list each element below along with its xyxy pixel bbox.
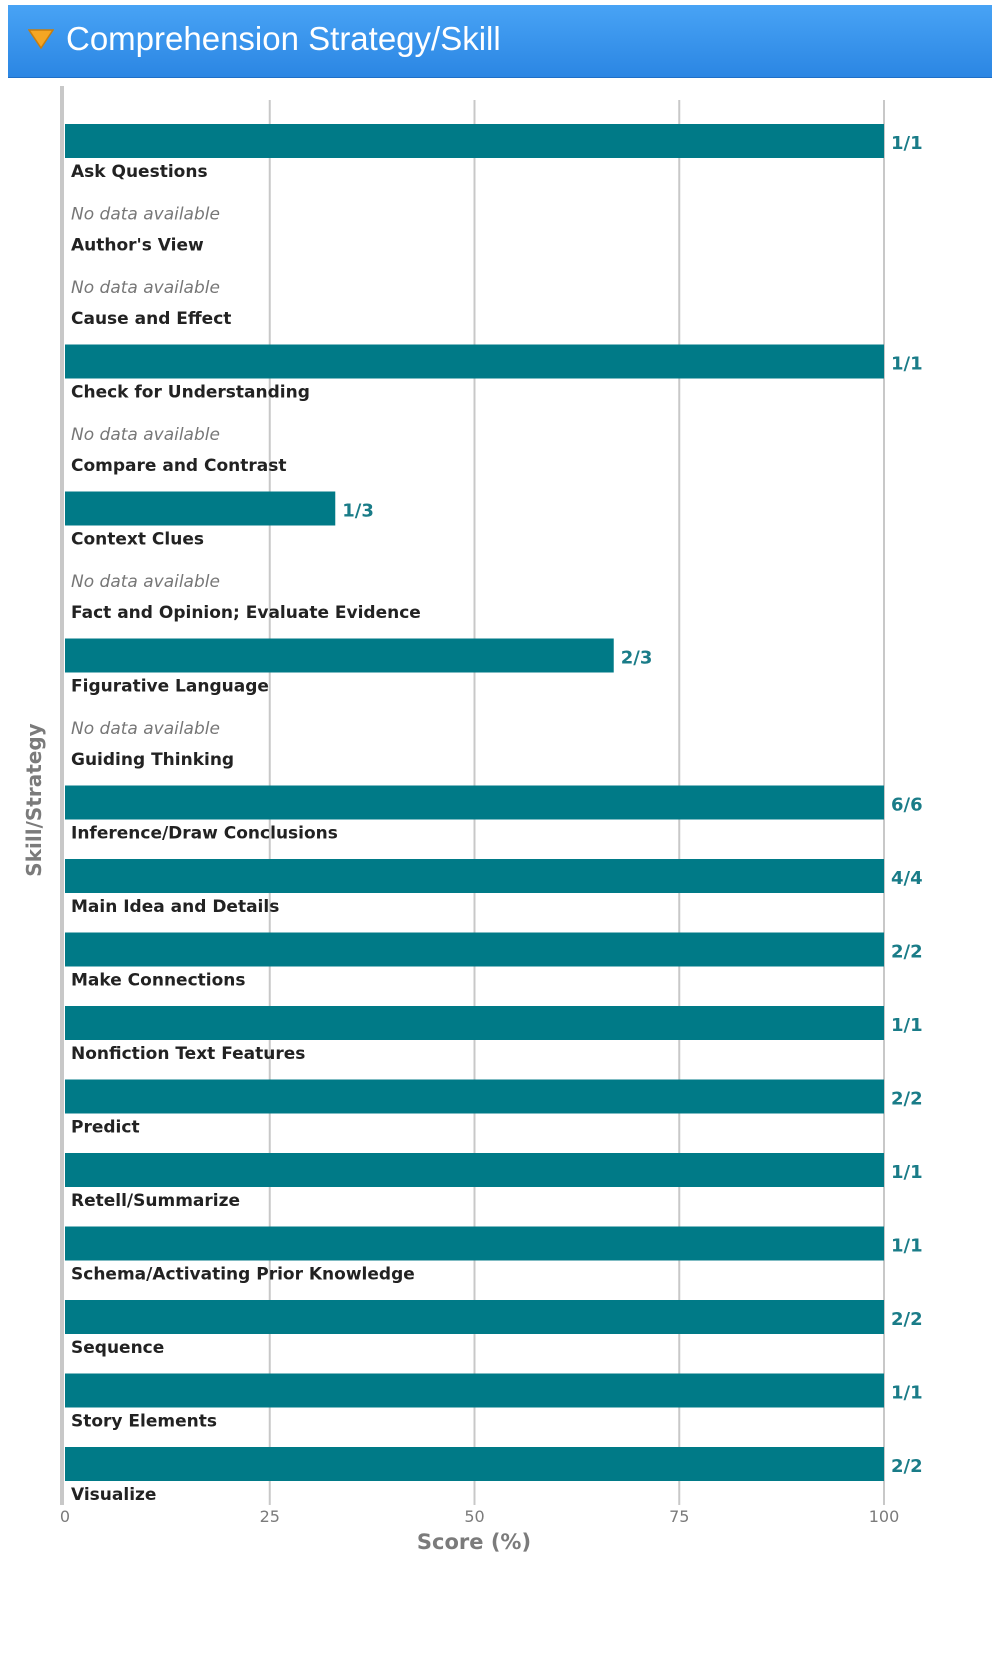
category-label: Predict — [71, 1118, 140, 1138]
data-label: 6/6 — [891, 795, 923, 816]
bar — [65, 124, 884, 158]
data-label: 1/3 — [342, 501, 374, 522]
no-data-label: No data available — [71, 425, 220, 445]
bar — [65, 1300, 884, 1334]
y-axis-title: Skill/Strategy — [22, 723, 46, 876]
category-label: Inference/Draw Conclusions — [71, 824, 338, 844]
data-label: 2/2 — [891, 1089, 923, 1110]
no-data-label: No data available — [71, 719, 220, 739]
category-label: Main Idea and Details — [71, 897, 279, 917]
data-label: 2/3 — [621, 648, 653, 669]
x-tick-label: 0 — [60, 1507, 70, 1526]
category-label: Schema/Activating Prior Knowledge — [71, 1265, 415, 1285]
x-tick-label: 100 — [869, 1507, 900, 1526]
bar — [65, 1153, 884, 1187]
triangle-down-icon[interactable] — [28, 29, 54, 49]
category-label: Ask Questions — [71, 162, 208, 182]
x-tick-label: 50 — [464, 1507, 484, 1526]
data-label: 2/2 — [891, 942, 923, 963]
category-label: Make Connections — [71, 971, 246, 991]
category-label: Context Clues — [71, 530, 204, 550]
bar — [65, 859, 884, 893]
x-axis-title: Score (%) — [417, 1530, 531, 1554]
category-label: Nonfiction Text Features — [71, 1044, 305, 1064]
data-label: 4/4 — [891, 868, 923, 889]
category-label: Compare and Contrast — [71, 456, 287, 476]
bar — [65, 1079, 884, 1114]
category-label: Retell/Summarize — [71, 1191, 240, 1211]
bar — [65, 1373, 884, 1408]
bar — [65, 1006, 884, 1040]
no-data-label: No data available — [71, 205, 220, 225]
x-tick-label: 75 — [669, 1507, 689, 1526]
data-label: 1/1 — [891, 354, 923, 375]
bar — [65, 785, 884, 820]
bar — [65, 1447, 884, 1481]
data-label: 1/1 — [891, 1383, 923, 1404]
category-label: Visualize — [71, 1485, 156, 1505]
category-label: Fact and Opinion; Evaluate Evidence — [71, 603, 421, 623]
x-tick-label: 25 — [260, 1507, 280, 1526]
data-label: 1/1 — [891, 1236, 923, 1257]
category-label: Figurative Language — [71, 677, 269, 697]
bar — [65, 491, 336, 526]
section-header[interactable]: Comprehension Strategy/Skill — [8, 5, 992, 78]
no-data-label: No data available — [71, 572, 220, 592]
category-label: Author's View — [71, 236, 204, 256]
category-label: Guiding Thinking — [71, 750, 234, 770]
category-label: Story Elements — [71, 1412, 217, 1432]
category-label: Check for Understanding — [71, 383, 310, 403]
data-label: 1/1 — [891, 1162, 923, 1183]
category-label: Sequence — [71, 1338, 164, 1358]
bar — [65, 1226, 884, 1261]
data-label: 1/1 — [891, 1015, 923, 1036]
no-data-label: No data available — [71, 278, 220, 298]
bar — [65, 344, 884, 379]
category-label: Cause and Effect — [71, 309, 231, 329]
bar — [65, 932, 884, 967]
data-label: 2/2 — [891, 1309, 923, 1330]
section-title: Comprehension Strategy/Skill — [66, 20, 501, 57]
data-label: 2/2 — [891, 1456, 923, 1477]
data-label: 1/1 — [891, 133, 923, 154]
bar — [65, 638, 614, 673]
